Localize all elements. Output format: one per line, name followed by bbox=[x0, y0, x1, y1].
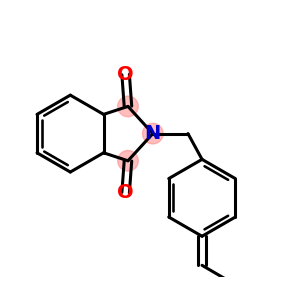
Text: O: O bbox=[117, 65, 134, 84]
Circle shape bbox=[142, 123, 163, 144]
Circle shape bbox=[118, 151, 138, 171]
Text: O: O bbox=[117, 183, 134, 202]
Text: N: N bbox=[145, 124, 161, 143]
Circle shape bbox=[118, 96, 138, 117]
